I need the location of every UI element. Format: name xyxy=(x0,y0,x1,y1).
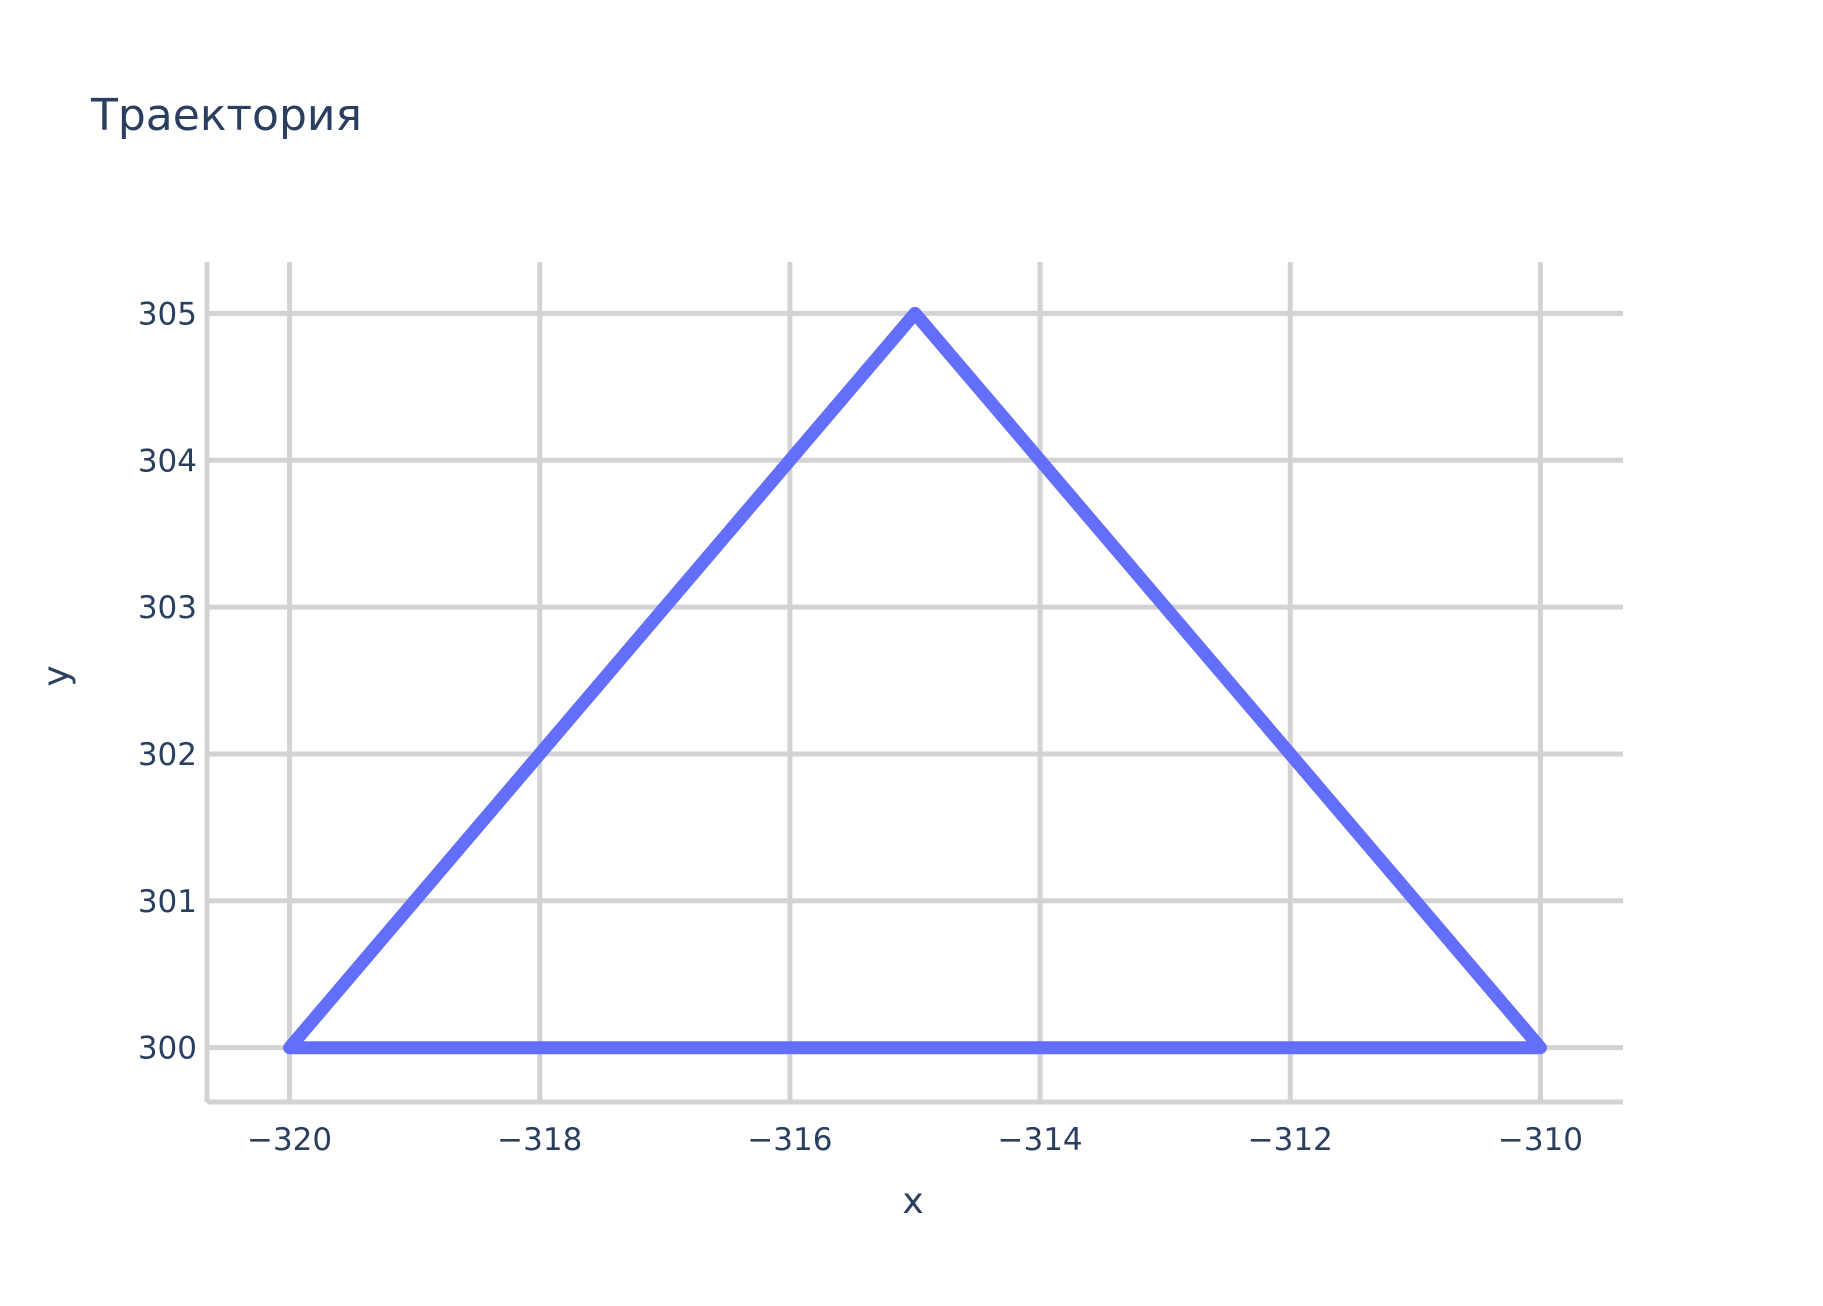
y-tick-label: 300 xyxy=(138,1031,197,1067)
series-layer xyxy=(283,306,1547,1055)
x-tick-label: −314 xyxy=(998,1122,1083,1158)
y-axis-label: y xyxy=(36,665,77,686)
x-tick-label: −312 xyxy=(1248,1122,1333,1158)
chart-title: Траектория xyxy=(90,90,362,141)
y-tick-label: 302 xyxy=(138,737,197,773)
x-tick-label: −320 xyxy=(247,1122,332,1158)
y-tick-label: 301 xyxy=(138,884,197,920)
y-tick-label: 304 xyxy=(138,443,197,479)
x-tick-label: −318 xyxy=(497,1122,582,1158)
tick-labels: −320 −318 −316 −314 −312 −310 300 301 302 303 304 3… xyxy=(138,296,1583,1158)
x-tick-label: −316 xyxy=(747,1122,832,1158)
x-tick-label: −310 xyxy=(1498,1122,1583,1158)
y-tick-label: 305 xyxy=(138,296,197,332)
trajectory-line xyxy=(283,306,1547,1055)
x-axis-label: x xyxy=(902,1181,923,1222)
axes xyxy=(204,262,1623,1105)
y-tick-label: 303 xyxy=(138,590,197,626)
